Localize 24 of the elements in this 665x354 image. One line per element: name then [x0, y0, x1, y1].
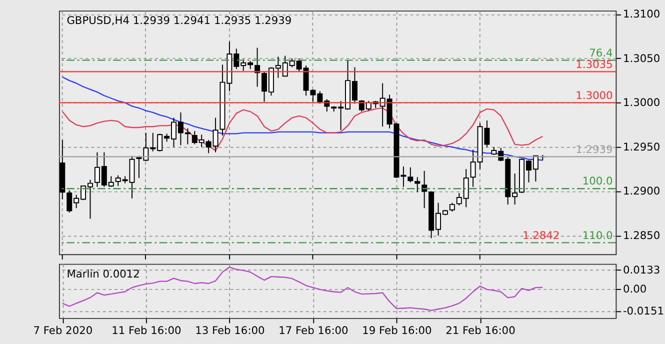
y-tick-label: 0.0133	[622, 263, 660, 276]
ref-line-label: 1.3035	[576, 58, 613, 71]
chart-title: Marlin 0.0012	[66, 267, 140, 280]
x-tick-label: 7 Feb 2020	[33, 324, 93, 337]
x-tick-label: 19 Feb 16:00	[362, 324, 432, 337]
annotation: 110.0	[582, 228, 614, 242]
y-tick-label: 1.2950	[622, 140, 660, 154]
x-tick-label: 21 Feb 16:00	[446, 324, 516, 337]
y-tick-label: 1.3000	[622, 96, 660, 110]
y-tick-label: 1.3050	[622, 52, 660, 65]
ref-line-label: 1.2939	[576, 142, 614, 156]
annotation: 76.4	[589, 46, 614, 60]
y-tick-label: 1.2850	[622, 228, 660, 242]
chart-title: GBPUSD,H4 1.2939 1.2941 1.2935 1.2939	[66, 14, 292, 28]
ref-line-label: 1.3000	[576, 88, 614, 102]
y-tick-label: 1.2900	[622, 184, 660, 198]
x-tick-label: 13 Feb 16:00	[195, 324, 266, 337]
y-tick-label: -0.0151	[622, 304, 664, 318]
annotation: 1.2842	[522, 228, 560, 242]
x-tick-label: 11 Feb 16:00	[112, 324, 182, 337]
x-tick-label: 17 Feb 16:00	[278, 324, 349, 337]
annotation: 100.0	[582, 174, 614, 188]
y-tick-label: 0.00	[622, 282, 647, 296]
y-tick-label: 1.3100	[622, 8, 660, 21]
